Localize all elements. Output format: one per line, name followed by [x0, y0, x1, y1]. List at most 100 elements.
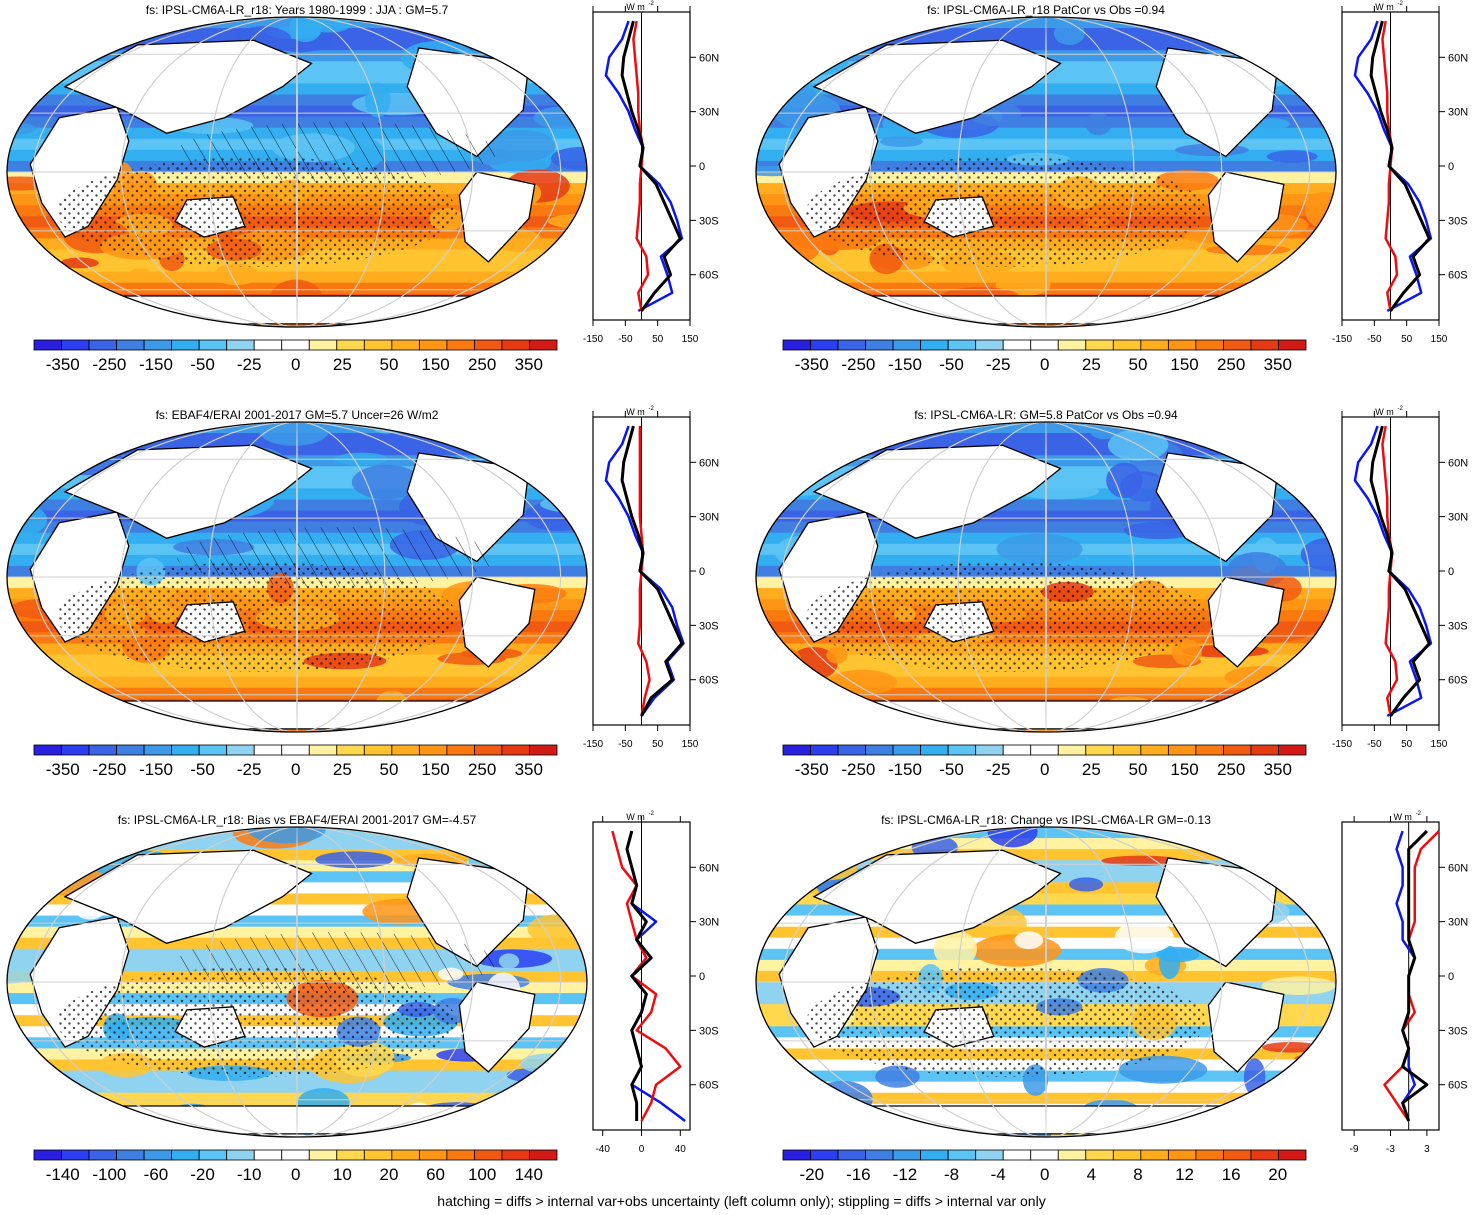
colorbar-swatch	[920, 744, 949, 756]
colorbar-tick-label: -25	[986, 355, 1011, 374]
colorbar-swatch	[782, 339, 811, 351]
colorbar-swatch	[1278, 744, 1307, 756]
graticule-lon	[781, 17, 1311, 327]
colorbar-swatch	[1167, 1149, 1197, 1161]
colorbar-swatch	[363, 339, 393, 351]
colorbar-tick-label: 350	[515, 355, 543, 374]
colorbar-swatch	[920, 1149, 949, 1161]
profile-ytick-label: 60N	[699, 457, 719, 469]
graticule-lon	[957, 827, 1135, 1137]
colorbar-swatch	[88, 339, 117, 351]
profile-unit-exponent: -2	[649, 1, 655, 7]
colorbar-swatch	[1140, 744, 1169, 756]
colorbar-swatch	[865, 744, 894, 756]
panel-5: fs: IPSL-CM6A-LR_r18: Bias vs EBAF4/ERAI…	[6, 811, 719, 1184]
colorbar-swatch	[1002, 744, 1032, 756]
continent	[1207, 576, 1285, 668]
graticule-lon	[869, 827, 1223, 1137]
colorbar-swatch	[810, 1149, 839, 1161]
profile-line-blue	[1395, 830, 1416, 1122]
profile-xtick-label: 50	[652, 739, 664, 750]
colorbar-swatch	[529, 1149, 558, 1161]
colorbar-tick-label: 150	[1170, 760, 1198, 779]
colorbar-swatch	[892, 1149, 922, 1161]
colorbar-swatch	[336, 744, 365, 756]
colorbar-swatch	[253, 1149, 283, 1161]
colorbar-swatch	[363, 1149, 393, 1161]
profile-ytick-label: 0	[1448, 971, 1454, 983]
colorbar-swatch	[336, 1149, 365, 1161]
colorbar-swatch	[1030, 339, 1059, 351]
colorbar-tick-label: 16	[1222, 1165, 1241, 1184]
profile-ytick-label: 60N	[1448, 52, 1468, 64]
colorbar-tick-label: -25	[986, 760, 1011, 779]
colorbar-tick-label: 50	[1128, 355, 1147, 374]
panel-4: fs: IPSL-CM6A-LR: GM=5.8 PatCor vs Obs =…	[755, 406, 1468, 779]
graticule-lon	[120, 827, 474, 1137]
colorbar-swatch	[1278, 339, 1307, 351]
stippling	[806, 967, 1206, 1077]
graticule-lon	[1045, 827, 1047, 1137]
colorbar-swatch	[1250, 744, 1279, 756]
colorbar-swatch	[947, 1149, 977, 1161]
profile-line-black	[620, 20, 682, 312]
colorbar-swatch	[810, 339, 839, 351]
profile-ytick-label: 0	[699, 971, 705, 983]
graticule-lon	[781, 422, 1311, 732]
profile-xtick-label: -50	[618, 334, 633, 345]
colorbar-tick-label: -350	[795, 355, 829, 374]
colorbar-tick-label: 25	[333, 760, 352, 779]
colorbar-swatch	[1223, 744, 1252, 756]
colorbar-swatch	[391, 339, 420, 351]
colorbar-swatch	[171, 339, 200, 351]
profile-ytick-label: 0	[1448, 566, 1454, 578]
profile-line-blue	[604, 425, 685, 717]
colorbar-swatch	[226, 744, 255, 756]
colorbar-tick-label: 0	[291, 760, 300, 779]
colorbar-swatch	[1002, 339, 1032, 351]
colorbar-swatch	[920, 339, 949, 351]
colorbar-swatch	[143, 744, 173, 756]
colorbar-swatch	[446, 744, 475, 756]
graticule-lon	[120, 17, 474, 327]
colorbar-tick-label: -250	[841, 355, 875, 374]
colorbar-swatch	[226, 339, 255, 351]
panel-title: fs: IPSL-CM6A-LR_r18: Bias vs EBAF4/ERAI…	[118, 813, 477, 827]
colorbar-swatch	[1140, 1149, 1169, 1161]
colorbar-swatch	[837, 1149, 866, 1161]
colorbar-swatch	[1140, 339, 1169, 351]
profile-xtick-label: 150	[1431, 739, 1448, 750]
colorbar-swatch	[1195, 339, 1224, 351]
panel-1: fs: IPSL-CM6A-LR_r18: Years 1980-1999 : …	[6, 1, 719, 374]
colorbar-tick-label: -150	[139, 760, 173, 779]
colorbar-tick-label: 150	[1170, 355, 1198, 374]
colorbar-swatch	[1112, 1149, 1142, 1161]
stippling	[806, 157, 1206, 267]
profile-line-black	[1369, 425, 1431, 717]
colorbar-swatch	[226, 1149, 255, 1161]
colorbar-swatch	[418, 1149, 448, 1161]
colorbar-swatch	[782, 1149, 811, 1161]
profile-unit-exponent: -2	[649, 811, 655, 817]
graticule-lon	[957, 422, 1135, 732]
profile-ytick-label: 60N	[1448, 862, 1468, 874]
colorbar-tick-label: -100	[92, 1165, 126, 1184]
profile-ytick-label: 0	[699, 161, 705, 173]
colorbar-tick-label: -50	[939, 355, 964, 374]
profile-ytick-label: 30S	[699, 620, 719, 632]
profile-unit-exponent: -2	[1398, 406, 1404, 412]
colorbar-swatch	[116, 339, 145, 351]
profile-unit-label: W m	[1393, 812, 1412, 822]
map-field	[756, 422, 1336, 732]
profile-xtick-label: -150	[583, 334, 603, 345]
graticule-lon	[781, 827, 1311, 1137]
profile-xtick-label: 50	[1401, 334, 1413, 345]
colorbar-tick-label: -4	[991, 1165, 1006, 1184]
colorbar-tick-label: 150	[421, 355, 449, 374]
colorbar-swatch	[837, 744, 866, 756]
profile-ytick-label: 30N	[1448, 107, 1468, 119]
colorbar-swatch	[33, 339, 62, 351]
colorbar-swatch	[1057, 744, 1087, 756]
colorbar-tick-label: 250	[1217, 760, 1245, 779]
